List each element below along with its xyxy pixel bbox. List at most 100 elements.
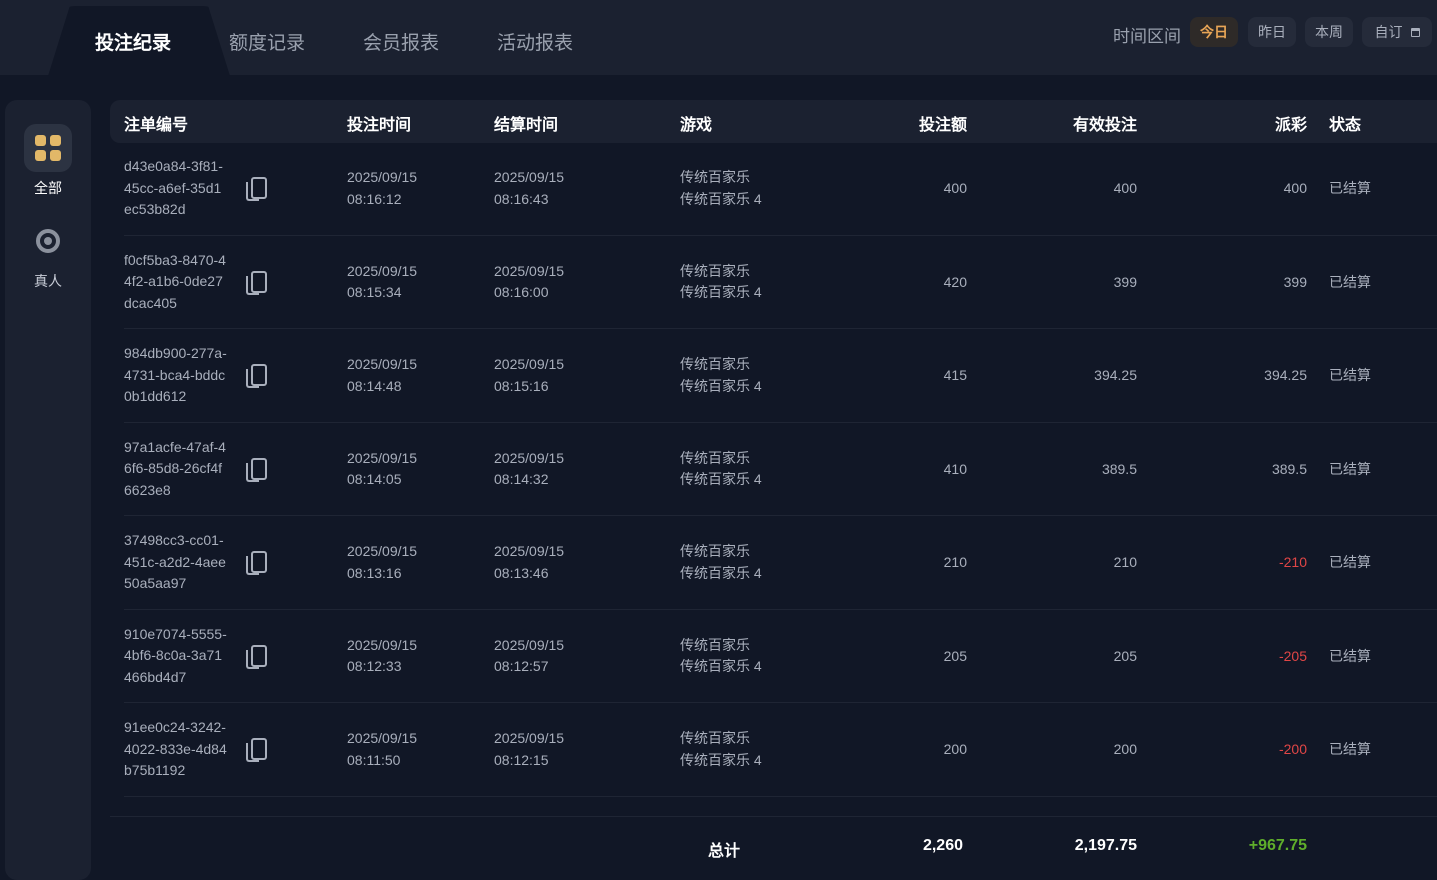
bet-id: 37498cc3-cc01- 451c-a2d2-4aee 50a5aa97: [124, 530, 226, 595]
settle-time: 2025/09/15 08:13:46: [494, 541, 564, 584]
bet-id-line: 4022-833e-4d84: [124, 740, 227, 757]
game-name: 传统百家乐: [680, 356, 750, 372]
game-name: 传统百家乐: [680, 730, 750, 746]
settle-time: 2025/09/15 08:12:15: [494, 728, 564, 771]
payout: 394.25: [1264, 367, 1307, 383]
bet-id: f0cf5ba3-8470-4 4f2-a1b6-0de27 dcac405: [124, 250, 226, 315]
bet-date: 2025/09/15: [347, 262, 418, 279]
bet-id-line: 50a5aa97: [124, 575, 187, 591]
sidebar-item-label: 真人: [34, 273, 62, 289]
bet-id-line: 451c-a2d2-4aee: [124, 553, 226, 570]
copy-icon[interactable]: [246, 457, 267, 482]
game-table: 传统百家乐 4: [680, 471, 762, 487]
copy-icon[interactable]: [246, 738, 267, 762]
settle-time: 2025/09/15 08:12:57: [494, 635, 564, 678]
sidebar-item-label: 全部: [34, 180, 62, 196]
valid-bet: 399: [1113, 273, 1137, 290]
tab-member-report[interactable]: 会员报表: [363, 33, 440, 54]
table-row: d43e0a84-3f81- 45cc-a6ef-35d1 ec53b82d 2…: [124, 142, 1437, 236]
game: 传统百家乐 传统百家乐 4: [680, 728, 762, 771]
copy-icon[interactable]: [246, 644, 267, 669]
time-range-label: 时间区间: [1113, 27, 1181, 46]
payout: 399: [1283, 273, 1307, 290]
bet-amount: 205: [943, 647, 967, 664]
valid-bet: 400: [1113, 180, 1137, 196]
total-valid: 2,197.75: [1074, 837, 1137, 854]
bet-id-line: 4bf6-8c0a-3a71: [124, 647, 223, 663]
active-tab-background: [48, 6, 230, 76]
settle-clock: 08:13:46: [494, 564, 549, 581]
header-bet-time: 投注时间: [347, 117, 412, 134]
custom-range-button[interactable]: 自订: [1362, 17, 1432, 47]
bet-id-line: ec53b82d: [124, 201, 186, 217]
bet-amount: 200: [943, 741, 967, 757]
bet-date: 2025/09/15: [347, 356, 418, 372]
bet-clock: 08:16:12: [347, 190, 402, 207]
bet-id-line: 4f2-a1b6-0de27: [124, 273, 223, 289]
yesterday-button[interactable]: 昨日: [1248, 17, 1296, 47]
bet-id-line: 45cc-a6ef-35d1: [124, 179, 222, 196]
game: 传统百家乐 传统百家乐 4: [680, 635, 762, 678]
tab-credit-records[interactable]: 额度记录: [229, 33, 306, 54]
header-status: 状态: [1329, 117, 1362, 134]
status-badge: 已结算: [1329, 273, 1371, 290]
copy-icon[interactable]: [246, 364, 267, 388]
table-row: 984db900-277a- 4731-bca4-bddc 0b1dd612 2…: [124, 329, 1437, 423]
payout: -210: [1278, 554, 1307, 570]
valid-bet: 394.25: [1094, 367, 1137, 383]
status-badge: 已结算: [1329, 554, 1371, 570]
game-table: 传统百家乐 4: [680, 564, 762, 581]
bet-id-line: b75b1192: [124, 762, 186, 778]
tab-bet-records[interactable]: 投注纪录: [95, 33, 172, 54]
header-bet-id: 注单编号: [124, 117, 189, 134]
bet-clock: 08:14:05: [347, 471, 402, 487]
status-badge: 已结算: [1329, 460, 1371, 477]
game-name: 传统百家乐: [680, 169, 750, 185]
total-bet: 2,260: [922, 837, 963, 854]
copy-icon[interactable]: [246, 551, 267, 575]
game: 传统百家乐 传统百家乐 4: [680, 354, 762, 397]
table-row: 910e7074-5555- 4bf6-8c0a-3a71 466bd4d7 2…: [124, 610, 1437, 703]
bet-clock: 08:11:50: [347, 751, 401, 768]
sidebar-item-live[interactable]: 真人: [5, 217, 91, 291]
bet-time: 2025/09/15 08:16:12: [347, 167, 417, 210]
tab-activity-report[interactable]: 活动报表: [497, 33, 574, 54]
header-bet-amount: 投注额: [918, 117, 967, 134]
bet-date: 2025/09/15: [347, 449, 418, 466]
game-table: 传统百家乐 4: [680, 658, 762, 674]
settle-date: 2025/09/15: [494, 730, 565, 746]
game-table: 传统百家乐 4: [680, 377, 762, 394]
bet-id-line: 37498cc3-cc01-: [124, 532, 224, 548]
header-valid-bet: 有效投注: [1072, 117, 1137, 134]
bet-time: 2025/09/15 08:11:50: [347, 728, 417, 771]
bet-amount: 420: [943, 273, 967, 290]
game: 传统百家乐 传统百家乐 4: [680, 448, 762, 491]
settle-clock: 08:16:00: [494, 284, 549, 300]
table-row: 97a1acfe-47af-4 6f6-85d8-26cf4f 6623e8 2…: [124, 423, 1437, 516]
game-table: 传统百家乐 4: [680, 751, 762, 768]
copy-icon[interactable]: [246, 177, 267, 201]
game: 传统百家乐 传统百家乐 4: [680, 167, 762, 210]
table-header: 注单编号 投注时间 结算时间 游戏 投注额 有效投注 派彩 状态: [110, 100, 1437, 143]
bet-amount: 415: [943, 367, 967, 383]
today-button[interactable]: 今日: [1190, 17, 1238, 47]
bet-time: 2025/09/15 08:13:16: [347, 541, 417, 584]
bet-id-line: 6f6-85d8-26cf4f: [124, 460, 223, 476]
status-badge: 已结算: [1329, 647, 1371, 664]
sidebar-item-all[interactable]: 全部: [5, 124, 91, 198]
table-row: f0cf5ba3-8470-4 4f2-a1b6-0de27 dcac405 2…: [124, 236, 1437, 329]
table-row: 91ee0c24-3242- 4022-833e-4d84 b75b1192 2…: [124, 703, 1437, 797]
bet-id-line: 6623e8: [124, 481, 171, 498]
bet-id-line: 0b1dd612: [124, 388, 187, 404]
bet-date: 2025/09/15: [347, 543, 418, 559]
copy-icon[interactable]: [246, 270, 267, 295]
bet-id-line: 4731-bca4-bddc: [124, 366, 226, 383]
valid-bet: 210: [1113, 554, 1137, 570]
bet-id: 910e7074-5555- 4bf6-8c0a-3a71 466bd4d7: [124, 624, 227, 689]
status-badge: 已结算: [1329, 367, 1371, 383]
settle-date: 2025/09/15: [494, 356, 565, 372]
bet-clock: 08:15:34: [347, 284, 402, 300]
bet-id-line: 910e7074-5555-: [124, 625, 227, 642]
top-bar: 投注纪录 额度记录 会员报表 活动报表 时间区间 今日 昨日 本周 自订: [0, 0, 1437, 76]
this-week-button[interactable]: 本周: [1305, 17, 1353, 47]
